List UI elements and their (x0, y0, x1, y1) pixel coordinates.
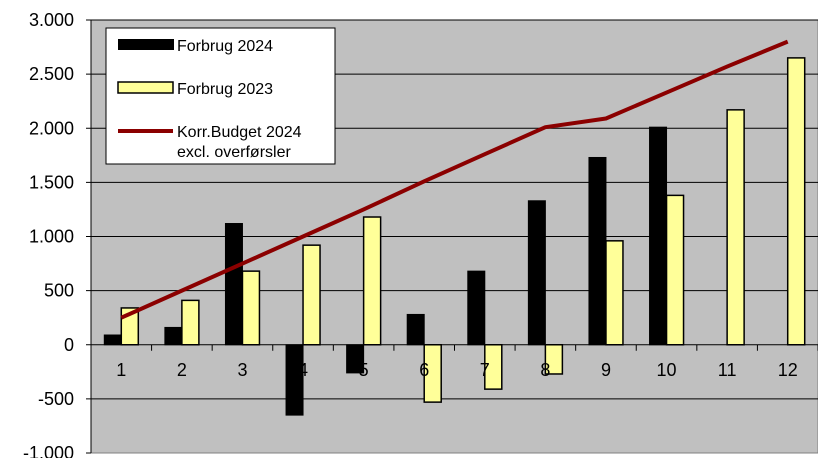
x-tick-label: 6 (419, 360, 429, 380)
y-tick-label: -1.000 (23, 443, 74, 458)
bar-forbrug-2023 (362, 216, 382, 346)
y-tick-label: 500 (44, 281, 74, 301)
y-tick-label: 1.000 (29, 227, 74, 247)
x-tick-label: 8 (540, 360, 550, 380)
x-tick-label: 1 (116, 360, 126, 380)
bar-forbrug-2024 (649, 126, 668, 346)
legend-label-forbrug-2023: Forbrug 2023 (177, 81, 273, 98)
bar-forbrug-2023 (241, 270, 261, 346)
x-axis: 1 2 3 4 5 6 7 8 9 10 11 12 (90, 344, 818, 380)
x-tick-label: 3 (237, 360, 247, 380)
bar-forbrug-2023 (726, 109, 745, 346)
legend-swatch-forbrug-2023 (117, 81, 174, 94)
y-tick-label: -500 (38, 389, 74, 409)
x-tick-label: 4 (298, 360, 308, 380)
gridlines (91, 19, 818, 400)
legend-label-budget-line2: excl. overførsler (177, 144, 291, 161)
bar-forbrug-2024 (527, 200, 546, 346)
x-tick-label: 2 (177, 360, 187, 380)
legend-swatch-forbrug-2024 (118, 39, 174, 50)
legend-box (105, 27, 336, 165)
y-tick-label: 0 (64, 335, 74, 355)
bar-forbrug-2023 (181, 299, 200, 346)
y-tick-label: 2.500 (29, 64, 74, 84)
budget-line-layer (120, 39, 789, 320)
bar-forbrug-2023 (665, 194, 685, 346)
bar-forbrug-2024 (467, 270, 486, 346)
y-tick-label: 2.000 (29, 118, 74, 138)
bar-forbrug-2024 (285, 344, 304, 416)
y-axis: -1.000 -500 0 500 1.000 1.500 2.000 2.500 3.000 (23, 10, 92, 458)
bar-forbrug-2024 (164, 326, 183, 346)
bar-forbrug-2023 (302, 244, 321, 346)
bar-forbrug-2024 (224, 223, 243, 346)
y-tick-label: 3.000 (29, 10, 74, 30)
legend: Forbrug 2024 Forbrug 2023 Korr.Budget 20… (105, 27, 336, 165)
y-tick-label: 1.500 (29, 172, 74, 192)
budget-line (120, 39, 789, 320)
bar-forbrug-2024 (406, 313, 425, 346)
bar-forbrug-2023 (786, 57, 806, 346)
x-tick-label: 7 (480, 360, 490, 380)
x-tick-label: 10 (657, 360, 677, 380)
x-tick-label: 5 (359, 360, 369, 380)
bar-forbrug-2023 (605, 240, 624, 346)
bar-forbrug-2024 (103, 334, 122, 346)
legend-label-budget-line1: Korr.Budget 2024 (177, 124, 302, 141)
x-tick-label: 11 (718, 360, 737, 380)
bar-forbrug-2024 (588, 156, 607, 346)
x-tick-label: 12 (778, 360, 798, 380)
bars (103, 57, 806, 416)
legend-label-forbrug-2024: Forbrug 2024 (177, 38, 273, 55)
x-tick-label: 9 (601, 360, 611, 380)
